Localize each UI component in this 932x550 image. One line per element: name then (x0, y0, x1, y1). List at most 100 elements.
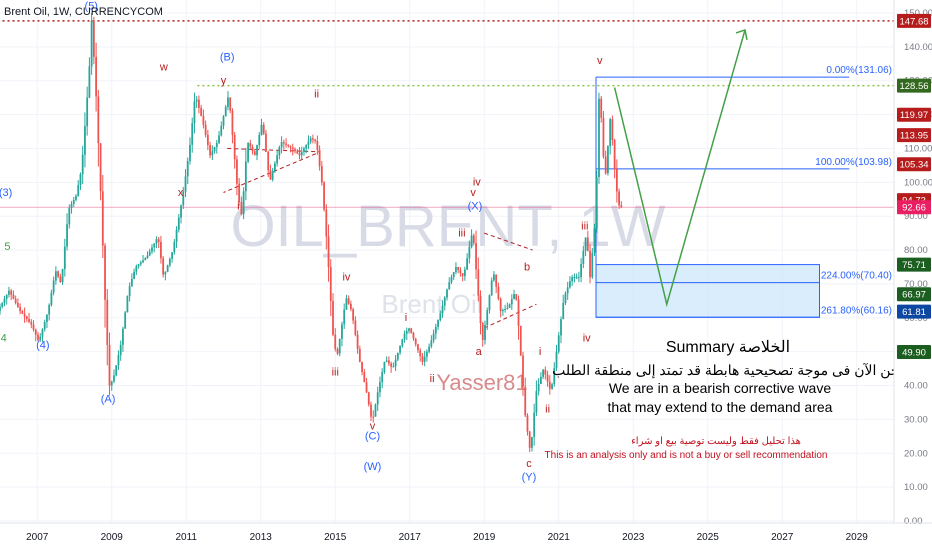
time-tick-label: 2013 (250, 532, 273, 543)
wave-label: v (370, 421, 376, 433)
wave-label: w (159, 62, 168, 74)
candle-body (200, 107, 203, 116)
candle-body (528, 431, 531, 448)
wave-label: (A) (101, 393, 116, 405)
candle-body (162, 258, 165, 275)
candle-body (475, 242, 477, 270)
candle-body (43, 321, 46, 330)
candle-body (16, 302, 19, 307)
candle-body (146, 255, 149, 259)
candle-body (1, 302, 4, 307)
wave-label: iv (473, 177, 481, 189)
candle-body (220, 125, 223, 136)
candle-body (352, 309, 355, 321)
candle-body (209, 145, 211, 156)
candle-body (461, 273, 464, 277)
time-tick-label: 2011 (175, 532, 197, 543)
wave-label: (5) (85, 1, 98, 13)
fib-label: 224.00%(70.40) (821, 271, 892, 282)
candle-body (231, 110, 234, 135)
price-badge (897, 345, 931, 360)
candle-body (213, 147, 216, 152)
candle-body (84, 126, 86, 155)
wave-label: c (526, 458, 532, 470)
price-badge-label: 113.95 (900, 131, 928, 142)
candle-body (12, 294, 15, 299)
time-tick-label: 2015 (324, 532, 347, 543)
candle-body (414, 338, 417, 345)
wave-label: y (221, 75, 227, 87)
candle-body (338, 338, 341, 354)
wave-label: b (524, 261, 530, 273)
candle-body (110, 381, 113, 386)
candle-body (287, 144, 290, 147)
summary-line-2: that may extend to the demand area (608, 399, 833, 415)
candle-body (334, 334, 337, 349)
price-tick-label: 10.00 (904, 482, 928, 493)
candle-body (274, 163, 276, 172)
candle-body (3, 298, 6, 303)
wave-label: (Y) (522, 471, 537, 483)
watermark-symbol: OIL_BRENT, 1W (230, 194, 665, 259)
candle-body (553, 367, 556, 385)
wave-labels-layer: (5)(3)54(4)(A)wy(B)xiiiiiiivv(C)(W)iiiii… (0, 1, 603, 484)
candle-body (410, 328, 413, 333)
candle-body (128, 285, 131, 297)
candle-body (455, 267, 457, 273)
price-tick-label: 90.00 (904, 211, 928, 222)
candle-body (332, 300, 334, 335)
candle-body (358, 348, 361, 362)
candle-body (504, 308, 507, 311)
projection-arrowhead (735, 28, 748, 41)
candle-body (41, 329, 44, 337)
candle-body (591, 252, 594, 278)
candle-body (222, 116, 225, 126)
candle-body (564, 293, 567, 303)
candle-body (513, 294, 515, 300)
time-axis[interactable]: 2007 2009 2011 2013 2015 2017 2019 2021 2023 2025… (26, 532, 868, 543)
price-tick-label: 20.00 (904, 448, 928, 459)
candle-body (280, 142, 283, 148)
candle-body (562, 302, 565, 320)
candle-body (383, 361, 386, 372)
candle-body (206, 134, 209, 146)
candle-body (361, 361, 363, 372)
wave-label: (4) (36, 339, 49, 351)
candle-body (0, 306, 1, 312)
candle-body (307, 141, 310, 146)
candle-body (481, 323, 484, 340)
candle-body (448, 282, 451, 290)
price-badge (897, 304, 931, 319)
triangle-pattern (223, 147, 321, 193)
candle-body (537, 384, 540, 392)
candle-body (75, 195, 77, 200)
candle-body (506, 307, 509, 309)
candle-body (486, 310, 489, 326)
candle-body (374, 404, 377, 417)
candle-body (57, 271, 60, 277)
candle-body (25, 316, 28, 320)
candle-body (544, 369, 547, 375)
candle-body (566, 287, 569, 294)
candle-body (5, 294, 8, 299)
candle-body (305, 145, 308, 149)
candle-body (242, 191, 245, 215)
wave-label: i (405, 312, 407, 324)
candle-body (240, 201, 243, 215)
candle-body (604, 156, 607, 174)
candle-body (573, 277, 576, 279)
price-badge (897, 107, 931, 122)
price-badge (897, 200, 931, 215)
wave-label: (B) (220, 51, 235, 63)
wave-label: (C) (365, 431, 380, 443)
candle-body (157, 239, 160, 242)
wave-label: a (476, 346, 483, 358)
price-badge-label: 128.56 (899, 81, 928, 92)
candle-body (517, 299, 520, 326)
wave-label: 5 (4, 241, 10, 253)
candle-body (501, 310, 504, 312)
price-tick-label: 80.00 (904, 245, 928, 256)
candle-body (403, 333, 406, 340)
candle-body (294, 149, 296, 152)
